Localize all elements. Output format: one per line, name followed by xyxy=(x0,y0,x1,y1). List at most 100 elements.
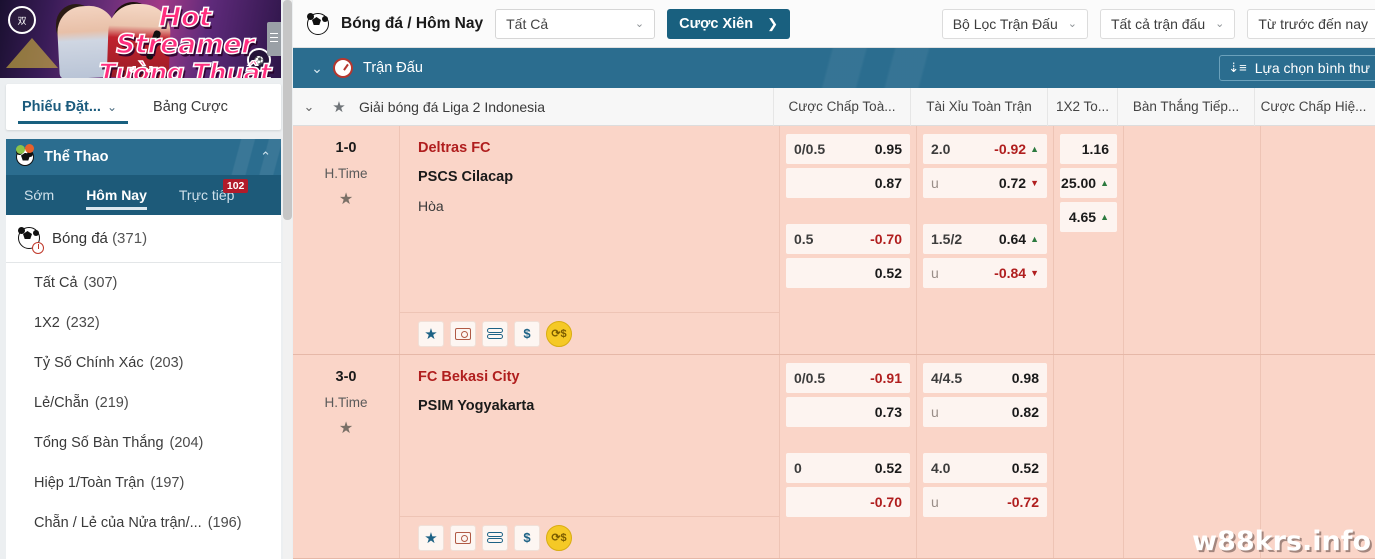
coin-icon[interactable]: ⟳$ xyxy=(546,524,572,551)
odds-cell[interactable]: 0.73 xyxy=(786,397,910,427)
sidebar-sport-header[interactable]: Thể Thao ⌃ xyxy=(6,139,281,175)
match-filter-label: Bộ Lọc Trận Đấu xyxy=(952,15,1058,32)
odds-value: 0.64 xyxy=(998,231,1027,247)
pitch-icon[interactable] xyxy=(450,320,476,347)
away-team-name[interactable]: PSCS Cilacap xyxy=(418,169,514,185)
odds-cell[interactable]: u 0.82 xyxy=(923,397,1047,427)
star-icon[interactable]: ★ xyxy=(418,320,444,347)
ou-line: 4.0 xyxy=(931,460,951,476)
away-team-name[interactable]: PSIM Yogyakarta xyxy=(418,398,535,414)
odds-value: 0.72 xyxy=(998,175,1027,191)
odds-cell[interactable]: 4/4.5 0.98 xyxy=(923,363,1047,393)
trend-up-icon: ▲ xyxy=(1030,144,1039,154)
odds-value: 0.87 xyxy=(874,175,902,191)
odds-cell[interactable]: -0.70 xyxy=(786,487,910,517)
parlay-button-label: Cược Xiên xyxy=(679,15,754,32)
all-matches-select[interactable]: Tất cả trận đấu ⌄ xyxy=(1099,8,1236,39)
speedometer-icon xyxy=(333,58,353,78)
sidebar-item-all[interactable]: Tất Cả (307) xyxy=(6,263,281,303)
coin-icon[interactable]: ⟳$ xyxy=(546,320,572,347)
sort-option-button[interactable]: ⇣≡ Lựa chọn bình thư xyxy=(1219,55,1375,81)
top-toolbar-filters: Bộ Lọc Trận Đấu ⌄ Tất cả trận đấu ⌄ Từ t… xyxy=(941,8,1375,39)
time-range-select[interactable]: Từ trước đến nay xyxy=(1247,8,1375,39)
sidebar-scrollbar[interactable] xyxy=(283,0,292,559)
sidebar-item-odd-even[interactable]: Lẻ/Chẵn (219) xyxy=(6,383,281,423)
sidebar-item-1x2[interactable]: 1X2 (232) xyxy=(6,303,281,343)
star-icon[interactable]: ★ xyxy=(338,191,354,208)
odds-cell[interactable]: u -0.72 xyxy=(923,487,1047,517)
star-icon[interactable]: ★ xyxy=(338,420,354,437)
dollar-icon[interactable]: $ xyxy=(514,320,540,347)
odds-cell[interactable]: 0.87 xyxy=(786,168,910,198)
sidebar-football-count: (371) xyxy=(112,230,148,247)
chevron-right-icon: ❯ xyxy=(767,15,779,31)
bet-slip-tabs: Phiếu Đặt... ⌄ Bảng Cược xyxy=(6,84,281,130)
tab-bet-slip-label: Phiếu Đặt... xyxy=(22,99,101,115)
odds-cell[interactable]: 0.52 xyxy=(786,258,910,288)
odds-cell[interactable]: 25.00 ▲ xyxy=(1060,168,1117,198)
banner-left-badge: 双 xyxy=(8,6,36,34)
column-handicap-ft[interactable]: Cược Chấp Toà... xyxy=(773,87,910,126)
odds-value: 0.82 xyxy=(1011,404,1039,420)
stack-icon[interactable] xyxy=(482,320,508,347)
odds-value: 0.52 xyxy=(874,460,902,476)
match-filter-select[interactable]: Bộ Lọc Trận Đấu ⌄ xyxy=(941,8,1088,39)
sidebar-item-half-odd-even[interactable]: Chẵn / Lẻ của Nửa trận/... (196) xyxy=(6,503,281,543)
sub-tab-live[interactable]: Trực tiếp 102 xyxy=(179,175,249,215)
column-handicap-current[interactable]: Cược Chấp Hiệ... xyxy=(1254,87,1372,126)
match-teams-cell: FC Bekasi City PSIM Yogyakarta ★ $ ⟳$ xyxy=(400,355,780,558)
odds-cell[interactable]: 2.0 -0.92 ▲ xyxy=(923,134,1047,164)
chevron-down-icon[interactable]: ⌄ xyxy=(303,98,315,114)
star-icon[interactable]: ★ xyxy=(418,524,444,551)
sidebar-item-total-goals[interactable]: Tổng Số Bàn Thắng (204) xyxy=(6,423,281,463)
star-icon[interactable]: ★ xyxy=(332,98,346,116)
odds-cell[interactable]: 0/0.5 -0.91 xyxy=(786,363,910,393)
column-1x2[interactable]: 1X2 To... xyxy=(1047,87,1117,126)
odds-cell[interactable]: u -0.84 ▼ xyxy=(923,258,1047,288)
odds-cell[interactable]: 0 0.52 xyxy=(786,453,910,483)
column-over-under-ft[interactable]: Tài Xỉu Toàn Trận xyxy=(910,87,1047,126)
tab-bet-slip[interactable]: Phiếu Đặt... ⌄ xyxy=(6,84,129,130)
sidebar-scrollbar-thumb[interactable] xyxy=(283,0,292,220)
odds-cell[interactable]: 4.65 ▲ xyxy=(1060,202,1117,232)
time-range-label: Từ trước đến nay xyxy=(1258,15,1368,32)
odds-cell[interactable]: 4.0 0.52 xyxy=(923,453,1047,483)
home-team-name[interactable]: Deltras FC xyxy=(418,140,491,156)
sidebar-item-1x2-label: 1X2 xyxy=(34,315,60,331)
sidebar-item-correct-score[interactable]: Tỷ Số Chính Xác (203) xyxy=(6,343,281,383)
hamburger-icon[interactable] xyxy=(267,22,281,56)
odds-cell[interactable]: u 0.72 ▼ xyxy=(923,168,1047,198)
odds-cell[interactable]: 1.5/2 0.64 ▲ xyxy=(923,224,1047,254)
stack-icon[interactable] xyxy=(482,524,508,551)
match-odds: 0/0.5 0.95 0.87 0.5 -0.70 xyxy=(780,126,1375,354)
league-select[interactable]: Tất Cả ⌄ xyxy=(495,8,656,39)
handicap-line: 0.5 xyxy=(794,231,814,247)
sub-tab-today[interactable]: Hôm Nay xyxy=(86,175,147,215)
home-team-name[interactable]: FC Bekasi City xyxy=(418,369,520,385)
pitch-icon[interactable] xyxy=(450,524,476,551)
odds-cell[interactable]: 1.16 xyxy=(1060,134,1117,164)
sidebar-item-odd-even-label: Lẻ/Chẵn xyxy=(34,395,89,411)
chevron-down-icon[interactable]: ⌄ xyxy=(311,59,323,76)
trend-up-icon: ▲ xyxy=(1030,234,1039,244)
column-next-goal[interactable]: Bàn Thắng Tiếp... xyxy=(1117,87,1254,126)
all-matches-label: Tất cả trận đấu xyxy=(1110,15,1206,32)
odds-value: -0.91 xyxy=(870,370,902,386)
sort-icon: ⇣≡ xyxy=(1228,60,1247,75)
promo-banner[interactable]: 双 ⚽ Hot Streamer Tường Thuật xyxy=(0,0,281,78)
sidebar-sub-tabs: Sớm Hôm Nay Trực tiếp 102 xyxy=(6,175,281,215)
sub-tab-early[interactable]: Sớm xyxy=(24,187,55,203)
chevron-up-icon[interactable]: ⌃ xyxy=(260,149,271,164)
odds-1x2: 1.16 25.00 ▲ 4.65 ▲ xyxy=(1054,126,1124,354)
odds-cell[interactable]: 0.5 -0.70 xyxy=(786,224,910,254)
odds-handicap-current xyxy=(1261,126,1375,354)
dollar-icon[interactable]: $ xyxy=(514,524,540,551)
odds-cell[interactable]: 0/0.5 0.95 xyxy=(786,134,910,164)
sidebar-item-ht-ft[interactable]: Hiệp 1/Toàn Trận (197) xyxy=(6,463,281,503)
match-rows: 1-0 H.Time ★ Deltras FC PSCS Cilacap Hòa… xyxy=(293,126,1375,559)
tab-bet-list[interactable]: Bảng Cược xyxy=(153,99,228,115)
sidebar-item-football[interactable]: Bóng đá (371) xyxy=(6,215,281,263)
parlay-button[interactable]: Cược Xiên ❯ xyxy=(667,8,791,39)
top-toolbar: Bóng đá / Hôm Nay Tất Cả ⌄ Cược Xiên ❯ B… xyxy=(293,0,1375,48)
